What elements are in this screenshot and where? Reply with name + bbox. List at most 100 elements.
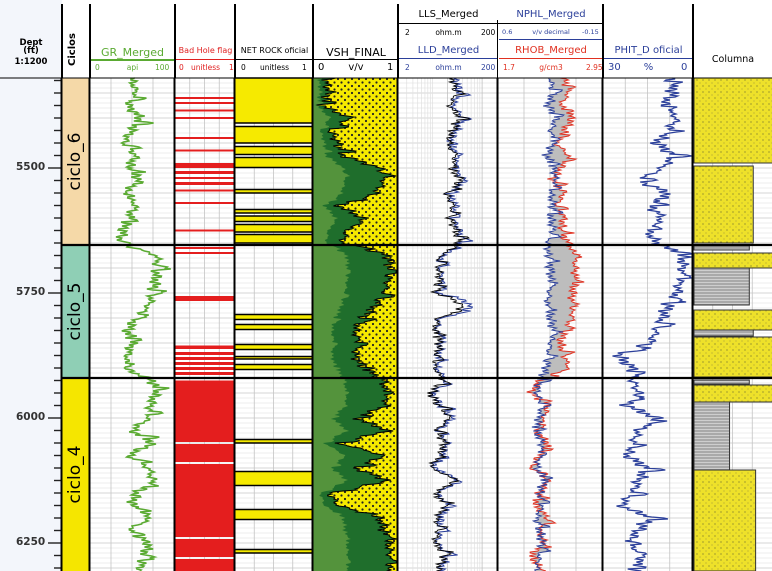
lld-curve [428,77,474,571]
bad-hole-flag-band [175,137,235,139]
lld-header-line [399,58,498,59]
rhob-scale-right: 2.95 [586,63,603,72]
phit-scale-unit: % [643,62,654,73]
header-divider [234,4,236,78]
lithology-shale [693,401,731,471]
net-rock-band [235,224,313,232]
net-rock-band [235,439,313,443]
badhole-scale-unit: unitless [190,63,221,72]
bad-hole-flag-band [175,229,235,232]
net-rock-band [235,216,313,222]
rhob-scale-left: 1.7 [503,63,515,72]
net-rock-band [235,234,313,243]
depth-title: Dept [19,38,43,48]
cycle-band-ciclo_6 [62,78,89,245]
net-rock-band [235,509,313,520]
netrock-track-title: NET ROCK oficial [240,46,309,55]
badhole-header-line [176,59,235,60]
nphi-scale-right: -0.15 [582,28,599,36]
phit-scale-left: 30 [608,62,621,73]
header-divider [312,4,314,78]
lld-scale-left: 2 [405,63,410,72]
depth-scale: 1:1200 [14,57,48,67]
header-divider [692,4,694,78]
badhole-scale-left: 0 [179,63,184,72]
net-rock-band [235,471,313,486]
vsh-track-title: VSH_FINAL [326,46,386,59]
depth-label: 5750 [16,286,46,298]
nphi-scale-unit: v/v decimal [532,28,570,36]
cycle-label: ciclo_4 [65,445,85,503]
net-rock-band [235,189,313,193]
depth-track [0,78,61,571]
lls-scale-left: 2 [405,28,410,37]
bad-hole-flag-band [175,182,235,185]
depth-header [0,0,62,78]
bad-hole-flag-band [175,559,235,571]
cycle-label: ciclo_5 [65,282,85,340]
rhob-track-title: RHOB_Merged [515,45,587,56]
columna-header: Columna [711,54,755,65]
bad-hole-flag-band [175,163,235,168]
vsh-shale-fill [313,78,397,571]
net-rock-band [235,126,313,143]
bad-hole-flag-band [175,252,235,254]
bad-hole-flag-band [175,367,235,370]
bad-hole-flag-band [175,380,235,442]
net-rock-band [235,209,313,213]
bad-hole-flag-band [175,372,235,375]
lls-header-line [399,23,604,24]
bad-hole-flag-band [175,247,235,249]
net-rock-band [235,549,313,553]
lls-scale-right: 200 [481,28,496,37]
cycle-label: ciclo_6 [65,132,85,190]
bad-hole-flag-band [175,464,235,537]
depth-label: 6250 [16,536,46,548]
bad-hole-flag-band [175,345,235,349]
badhole-track-title: Bad Hole flag [178,46,233,55]
cycle-band-ciclo_4 [62,378,89,571]
lithology-sand [693,336,772,378]
phit-curve [612,77,695,571]
bad-hole-flag-band [175,97,235,99]
gr-scale-unit: api [126,63,139,72]
lithology-sand [693,309,772,331]
lithology-shale [693,329,754,337]
bad-hole-flag-band [175,296,235,301]
header-divider [61,4,63,78]
phit-header-line [604,58,693,59]
gr-track-title: GR_Merged [101,46,164,59]
vsh-scale-unit: v/v [348,62,364,73]
bad-hole-flag-band [175,117,235,119]
rhob-scale-unit: g/cm3 [539,63,563,72]
vsh-curve [316,77,399,571]
lithology-sand [693,252,772,269]
lithology-shale [693,267,750,306]
neutron-density-fill [526,78,585,571]
header-divider [602,4,604,78]
netrock-header-line [236,59,313,60]
lithology-shale [693,379,750,385]
bad-hole-flag-band [175,352,235,355]
lls-scale-unit: ohm.m [435,28,462,37]
lithology-sand [693,165,754,244]
bad-hole-flag-band [175,362,235,365]
lithology-sand [693,469,757,571]
lld-scale-unit: ohm.m [435,63,462,72]
vsh-scale-left: 0 [318,62,325,73]
netrock-scale-right: 1 [302,63,307,72]
vsh-header-line [314,59,398,60]
gr-scale-left: 0 [95,63,100,72]
net-rock-band [235,324,313,330]
depth-label: 6000 [16,411,46,423]
nphi-scale-left: 0.6 [502,28,513,36]
depth-label: 5500 [16,161,46,173]
vsh-scale-right: 1 [387,62,394,73]
netrock-scale-unit: unitless [259,63,290,72]
net-rock-band [235,356,313,359]
header-divider [397,4,399,78]
header-divider [174,4,176,78]
bad-hole-flag-band [175,357,235,360]
rhob-header-line [499,58,603,59]
bad-hole-flag-band [175,109,235,112]
